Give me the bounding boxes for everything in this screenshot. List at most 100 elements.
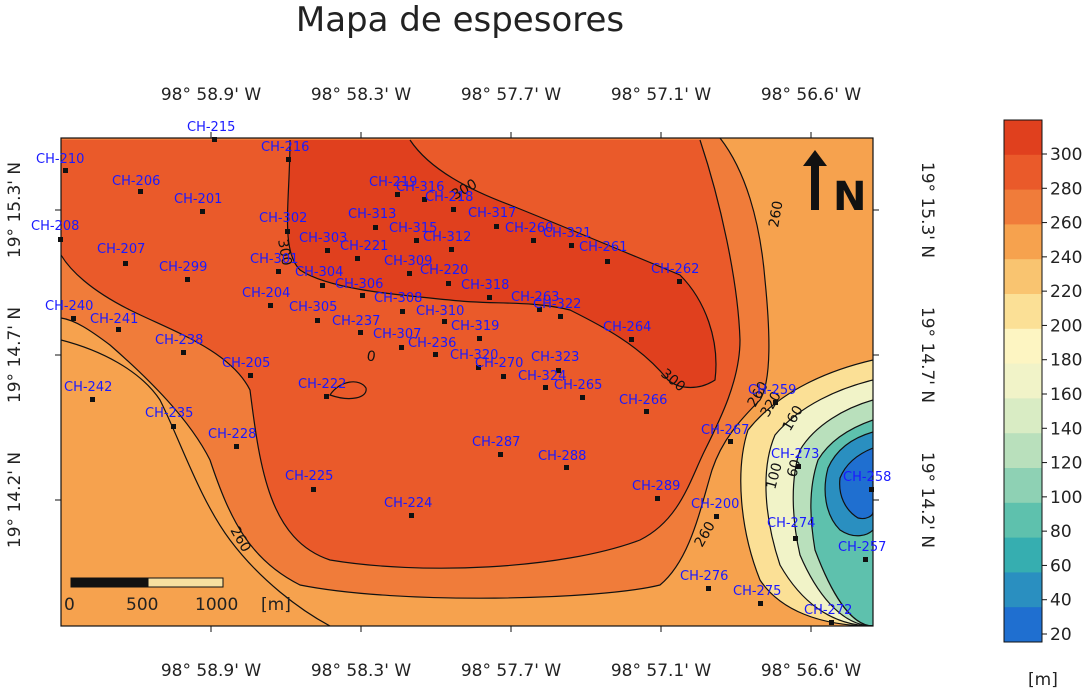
y-tick-left: 19° 14.7' N <box>5 307 25 403</box>
well-label: CH-319 <box>451 319 499 334</box>
colorbar-label: 20 <box>1050 625 1072 645</box>
colorbar-label: 100 <box>1050 488 1082 508</box>
y-tick-right: 19° 14.7' N <box>917 307 937 403</box>
right-axis-labels: 19° 15.3' N 19° 14.7' N 19° 14.2' N <box>917 162 937 548</box>
colorbar-frame <box>1003 119 1043 643</box>
well-label: CH-242 <box>64 380 112 395</box>
well-label: CH-264 <box>603 320 651 335</box>
contour-line-closed-small <box>329 381 367 400</box>
well-label: CH-224 <box>384 496 432 511</box>
contour-line-300 <box>286 139 717 389</box>
colorbar-swatch <box>1004 363 1042 399</box>
x-tick-bottom: 98° 56.6' W <box>761 661 861 681</box>
colorbar-label: 240 <box>1050 248 1082 268</box>
contour-line-260 <box>61 138 770 599</box>
colorbar-label: 300 <box>1050 145 1082 165</box>
x-tick-top: 98° 56.6' W <box>761 85 861 105</box>
north-arrow: N <box>803 150 866 220</box>
colorbar: 300 280 260 240 220 200 180 160 140 120 100 80 60 40 2… <box>1003 119 1082 690</box>
well-label: CH-205 <box>222 356 270 371</box>
scale-segment-light <box>147 577 224 588</box>
well-label: CH-322 <box>533 297 581 312</box>
contour-line-east-1 <box>740 359 873 626</box>
well-label: CH-221 <box>340 239 388 254</box>
well-label: CH-235 <box>145 406 193 421</box>
tick-marks <box>55 132 879 632</box>
well-label: CH-260 <box>505 221 553 236</box>
north-arrow-icon <box>803 150 827 210</box>
well-label: CH-323 <box>531 350 579 365</box>
well-label: CH-208 <box>31 219 79 234</box>
well-label: CH-267 <box>701 423 749 438</box>
well-label: CH-304 <box>295 265 343 280</box>
well-label: CH-258 <box>843 470 891 485</box>
well-label: CH-240 <box>45 299 93 314</box>
contour-line-east-4 <box>810 419 873 626</box>
well-label: CH-204 <box>242 286 290 301</box>
well-label: CH-287 <box>472 435 520 450</box>
contour-line-280 <box>61 139 741 569</box>
well-label: CH-324 <box>518 369 566 384</box>
contour-lines <box>61 138 873 626</box>
contour-label-0: 0 <box>365 348 377 365</box>
colorbar-label: 140 <box>1050 419 1082 439</box>
well-label: CH-299 <box>159 260 207 275</box>
well-label: CH-222 <box>298 377 346 392</box>
wells: CH-215 CH-210 CH-216 CH-206 CH-201 CH-21… <box>31 120 891 625</box>
contour-label-60: 60 <box>784 458 804 479</box>
well-label: CH-288 <box>538 449 586 464</box>
well-label: CH-308 <box>374 291 422 306</box>
contour-label-300: 300 <box>274 238 294 267</box>
x-tick-bottom: 98° 57.7' W <box>461 661 561 681</box>
colorbar-label: 180 <box>1050 351 1082 371</box>
x-tick-bottom: 98° 57.1' W <box>611 661 711 681</box>
well-label: CH-316 <box>396 180 444 195</box>
well-label: CH-219 <box>369 175 417 190</box>
well-label: CH-257 <box>838 540 886 555</box>
colorbar-swatch <box>1004 433 1042 469</box>
contour-line-east-6 <box>839 447 873 520</box>
scale-label-500: 500 <box>126 595 158 615</box>
well-label: CH-266 <box>619 393 667 408</box>
well-label: CH-306 <box>335 277 383 292</box>
well-label: CH-305 <box>289 300 337 315</box>
well-label: CH-236 <box>408 336 456 351</box>
map-title: Mapa de espesores <box>295 0 625 40</box>
well-label: CH-302 <box>259 211 307 226</box>
bottom-axis-labels: 98° 58.9' W 98° 58.3' W 98° 57.7' W 98° … <box>161 661 861 681</box>
colorbar-swatch <box>1004 398 1042 434</box>
colorbar-label: 120 <box>1050 454 1082 474</box>
well-label: CH-262 <box>651 262 699 277</box>
well-label: CH-225 <box>285 469 333 484</box>
colorbar-unit: [m] <box>1028 670 1058 690</box>
colorbar-swatch <box>1004 607 1042 643</box>
contour-label-100: 100 <box>763 461 785 491</box>
colorbar-swatch <box>1004 572 1042 608</box>
colorbar-swatch <box>1004 502 1042 539</box>
x-tick-top: 98° 58.3' W <box>311 85 411 105</box>
colorbar-label: 60 <box>1050 556 1072 576</box>
colorbar-label: 220 <box>1050 282 1082 302</box>
scale-bar: 0 500 1000 [m] <box>64 577 291 615</box>
colorbar-swatch <box>1004 120 1042 156</box>
well-label: CH-301 <box>250 252 298 267</box>
contour-label-260: 260 <box>766 200 786 229</box>
well-label: CH-237 <box>332 314 380 329</box>
well-label: CH-259 <box>748 383 796 398</box>
well-label: CH-228 <box>208 427 256 442</box>
map-frame <box>60 137 874 627</box>
colorbar-swatch <box>1004 154 1042 191</box>
well-label: CH-309 <box>384 254 432 269</box>
x-tick-top: 98° 58.9' W <box>161 85 261 105</box>
y-tick-right: 19° 14.2' N <box>917 452 937 548</box>
x-tick-bottom: 98° 58.3' W <box>311 661 411 681</box>
well-label: CH-318 <box>461 278 509 293</box>
well-label: CH-200 <box>691 497 739 512</box>
well-label: CH-303 <box>299 231 347 246</box>
well-label: CH-321 <box>543 226 591 241</box>
well-label: CH-218 <box>425 190 473 205</box>
well-label: CH-270 <box>475 356 523 371</box>
contour-line-west-240 <box>61 339 331 626</box>
colorbar-label: 280 <box>1050 179 1082 199</box>
y-tick-left: 19° 14.2' N <box>5 452 25 548</box>
